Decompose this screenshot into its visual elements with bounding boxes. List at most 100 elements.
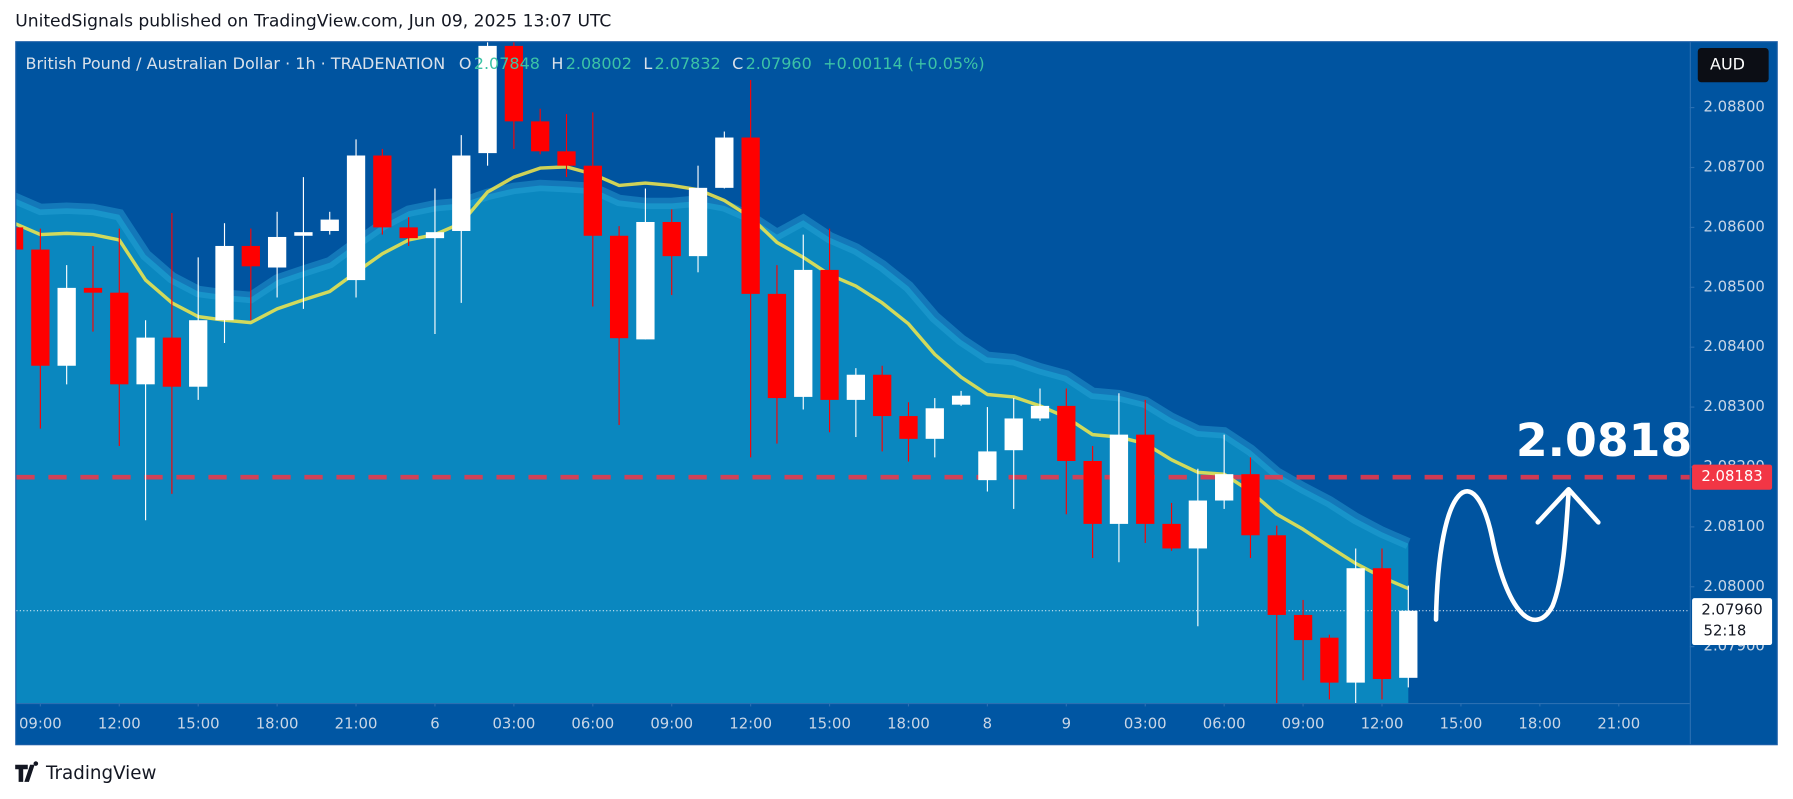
- candle-body: [1399, 610, 1418, 678]
- plot: [16, 42, 1690, 703]
- y-tick-label: 2.08400: [1704, 337, 1765, 355]
- candle-body: [504, 45, 524, 122]
- candle-body: [794, 269, 813, 397]
- arrow-head: [1535, 486, 1601, 525]
- candle-body: [136, 337, 155, 385]
- x-tick-label: 18:00: [887, 715, 930, 733]
- x-tick-label: 12:00: [1361, 715, 1404, 733]
- candle-body: [1109, 434, 1129, 524]
- candle-body: [557, 151, 576, 166]
- y-tick-label: 2.08000: [1704, 577, 1765, 595]
- candle-body: [899, 416, 918, 439]
- candle-body: [1293, 614, 1313, 641]
- candle-body: [1004, 418, 1023, 451]
- x-tick-label: 15:00: [1440, 715, 1483, 733]
- candle-body: [873, 374, 892, 417]
- x-tick-label: 09:00: [1282, 715, 1325, 733]
- ohlc-key: H: [551, 54, 563, 73]
- currency-box: [1697, 48, 1769, 83]
- y-tick-label: 2.08100: [1704, 517, 1765, 535]
- x-tick-label: 18:00: [1518, 715, 1561, 733]
- candle-body: [16, 227, 24, 250]
- candle-body: [609, 235, 629, 339]
- candle-body: [531, 121, 550, 152]
- x-tick-label: 15:00: [808, 715, 851, 733]
- axes: 2.079002.080002.081002.082002.083002.084…: [19, 98, 1773, 733]
- candle-body: [583, 165, 602, 236]
- ohlc-value: 2.07848: [474, 54, 540, 73]
- level-label-box: [1692, 464, 1773, 490]
- y-tick-label: 2.08500: [1704, 277, 1765, 295]
- candle-body: [741, 137, 760, 294]
- candle-body: [346, 155, 366, 281]
- candle-body: [425, 232, 445, 239]
- candle-body: [820, 269, 839, 400]
- candle-body: [767, 293, 787, 399]
- x-tick-label: 18:00: [256, 715, 299, 733]
- brand: TradingView: [15, 761, 156, 784]
- candle-body: [636, 221, 655, 340]
- candle-body: [215, 245, 234, 321]
- x-tick-label: 09:00: [19, 715, 62, 733]
- ohlc-key: L: [643, 54, 652, 73]
- candle-body: [294, 232, 313, 236]
- annotation: 2.0818: [1516, 414, 1692, 467]
- band-edge: [16, 179, 1411, 549]
- x-tick-label: 21:00: [335, 715, 378, 733]
- candle-body: [1083, 460, 1102, 524]
- x-tick-label: 03:00: [1124, 715, 1167, 733]
- candle-body: [241, 245, 260, 267]
- y-tick-label: 2.08700: [1704, 157, 1765, 175]
- candle-body: [162, 337, 182, 387]
- x-tick-label: 09:00: [650, 715, 693, 733]
- brand-name: TradingView: [45, 763, 156, 784]
- x-tick-label: 03:00: [492, 715, 535, 733]
- symbol: British Pound / Australian Dollar · 1h ·…: [25, 54, 445, 73]
- candle-body: [452, 155, 471, 231]
- candle-body: [1267, 535, 1286, 615]
- y-tick-label: 2.08300: [1704, 397, 1765, 415]
- candle-body: [189, 320, 208, 387]
- candle-body: [715, 137, 734, 188]
- candle-body: [1346, 568, 1365, 683]
- candle-body: [373, 155, 392, 228]
- candle-body: [688, 187, 708, 257]
- projection-arrow: [1433, 489, 1571, 623]
- candle-body: [1136, 434, 1155, 524]
- candle-body: [1188, 500, 1207, 549]
- y-tick-label: 2.08600: [1704, 217, 1765, 235]
- candle-body: [31, 249, 50, 366]
- ohlc-value: 2.07960: [746, 54, 812, 73]
- last-price-box: [1692, 598, 1773, 646]
- x-tick-label: 6: [430, 715, 439, 733]
- last-price-label: 2.07960: [1701, 601, 1762, 619]
- moving-average: [16, 165, 1409, 591]
- attribution: UnitedSignals published on TradingView.c…: [15, 12, 611, 32]
- candle-body: [478, 45, 497, 154]
- level-label: 2.08183: [1701, 467, 1762, 485]
- candle-body: [951, 395, 971, 405]
- candle-body: [320, 219, 339, 231]
- x-tick-label: 21:00: [1597, 715, 1640, 733]
- candle-body: [925, 408, 944, 439]
- ohlc-key: O: [459, 54, 472, 73]
- x-tick-label: 06:00: [571, 715, 614, 733]
- candle-body: [1372, 568, 1392, 680]
- candle-body: [267, 236, 287, 268]
- candle-body: [1241, 474, 1260, 536]
- candle-body: [399, 227, 418, 239]
- candle-body: [846, 374, 866, 400]
- candle-body: [1320, 637, 1339, 683]
- x-tick-label: 9: [1062, 715, 1071, 733]
- x-tick-label: 8: [983, 715, 992, 733]
- currency: AUD: [1710, 55, 1745, 74]
- candle-body: [978, 451, 997, 481]
- candle-body: [110, 292, 129, 385]
- candle-body: [1057, 405, 1076, 461]
- x-tick-label: 12:00: [98, 715, 141, 733]
- candle-body: [1030, 405, 1050, 419]
- candle-body: [1162, 523, 1181, 549]
- x-tick-label: 06:00: [1203, 715, 1246, 733]
